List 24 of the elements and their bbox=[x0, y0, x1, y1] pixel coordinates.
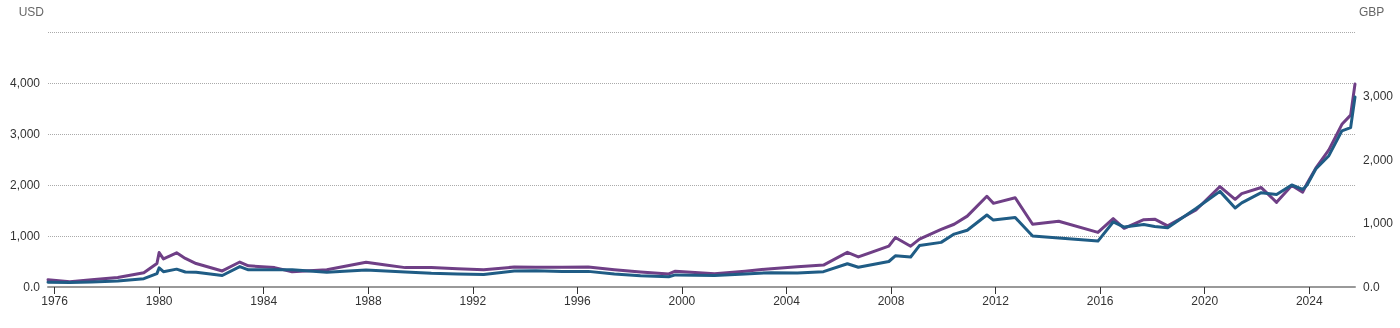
x-tick-label: 2008 bbox=[877, 294, 905, 308]
x-tick-label: 1988 bbox=[354, 294, 382, 308]
x-tick-label: 2024 bbox=[1295, 294, 1323, 308]
y2-axis-title: GBP bbox=[1359, 5, 1385, 19]
y2-tick-label: 1,000 bbox=[1363, 216, 1394, 231]
x-tick-label: 1984 bbox=[250, 294, 278, 308]
x-tick-label: 2004 bbox=[773, 294, 801, 308]
x-tick-label: 2020 bbox=[1191, 294, 1219, 308]
y2-tick-label: 3,000 bbox=[1363, 88, 1394, 103]
y2-tick-label: 0.0 bbox=[1363, 280, 1381, 294]
x-tick-label: 2000 bbox=[668, 294, 696, 308]
x-tick-label: 2016 bbox=[1086, 294, 1114, 308]
y-tick-label: 3,000 bbox=[9, 127, 41, 141]
y-axis-title: USD bbox=[18, 5, 45, 19]
y-tick-label: 2,000 bbox=[9, 178, 41, 192]
x-tick-label: 1980 bbox=[145, 294, 173, 308]
x-tick-label: 1992 bbox=[459, 294, 487, 308]
y-tick-label: 0.0 bbox=[23, 280, 41, 294]
x-tick-label: 2012 bbox=[982, 294, 1010, 308]
x-tick-label: 1976 bbox=[41, 294, 69, 308]
y-tick-label: 1,000 bbox=[9, 229, 41, 243]
y-tick-label: 4,000 bbox=[9, 76, 41, 90]
x-tick-label: 1996 bbox=[564, 294, 592, 308]
y2-tick-label: 2,000 bbox=[1363, 152, 1394, 167]
